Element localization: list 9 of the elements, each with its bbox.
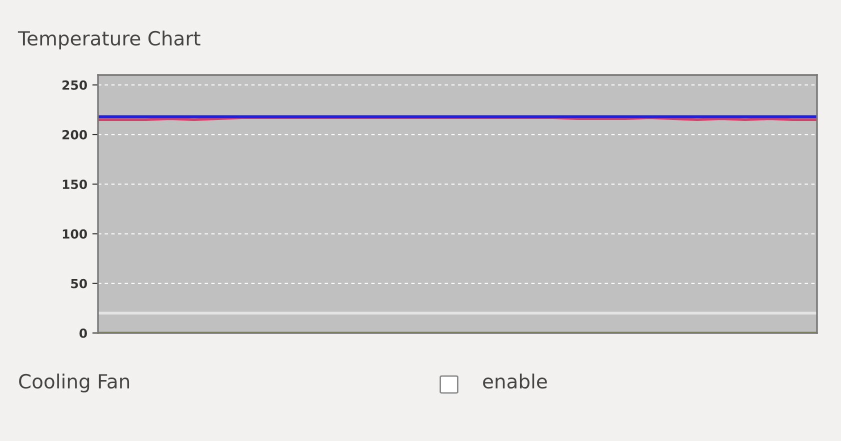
y-tick-label: 150 [62,180,87,190]
text: Cooling Fan [19,374,130,392]
chart-title: Temperature Chart [18,30,200,50]
y-tick-label: 100 [62,229,87,239]
y-tick-label: 250 [62,80,87,90]
y-tick-label: 50 [71,278,87,288]
y-tick-label: 0 [79,328,87,338]
text: enable [483,374,547,389]
y-tick-label: 200 [62,130,87,140]
